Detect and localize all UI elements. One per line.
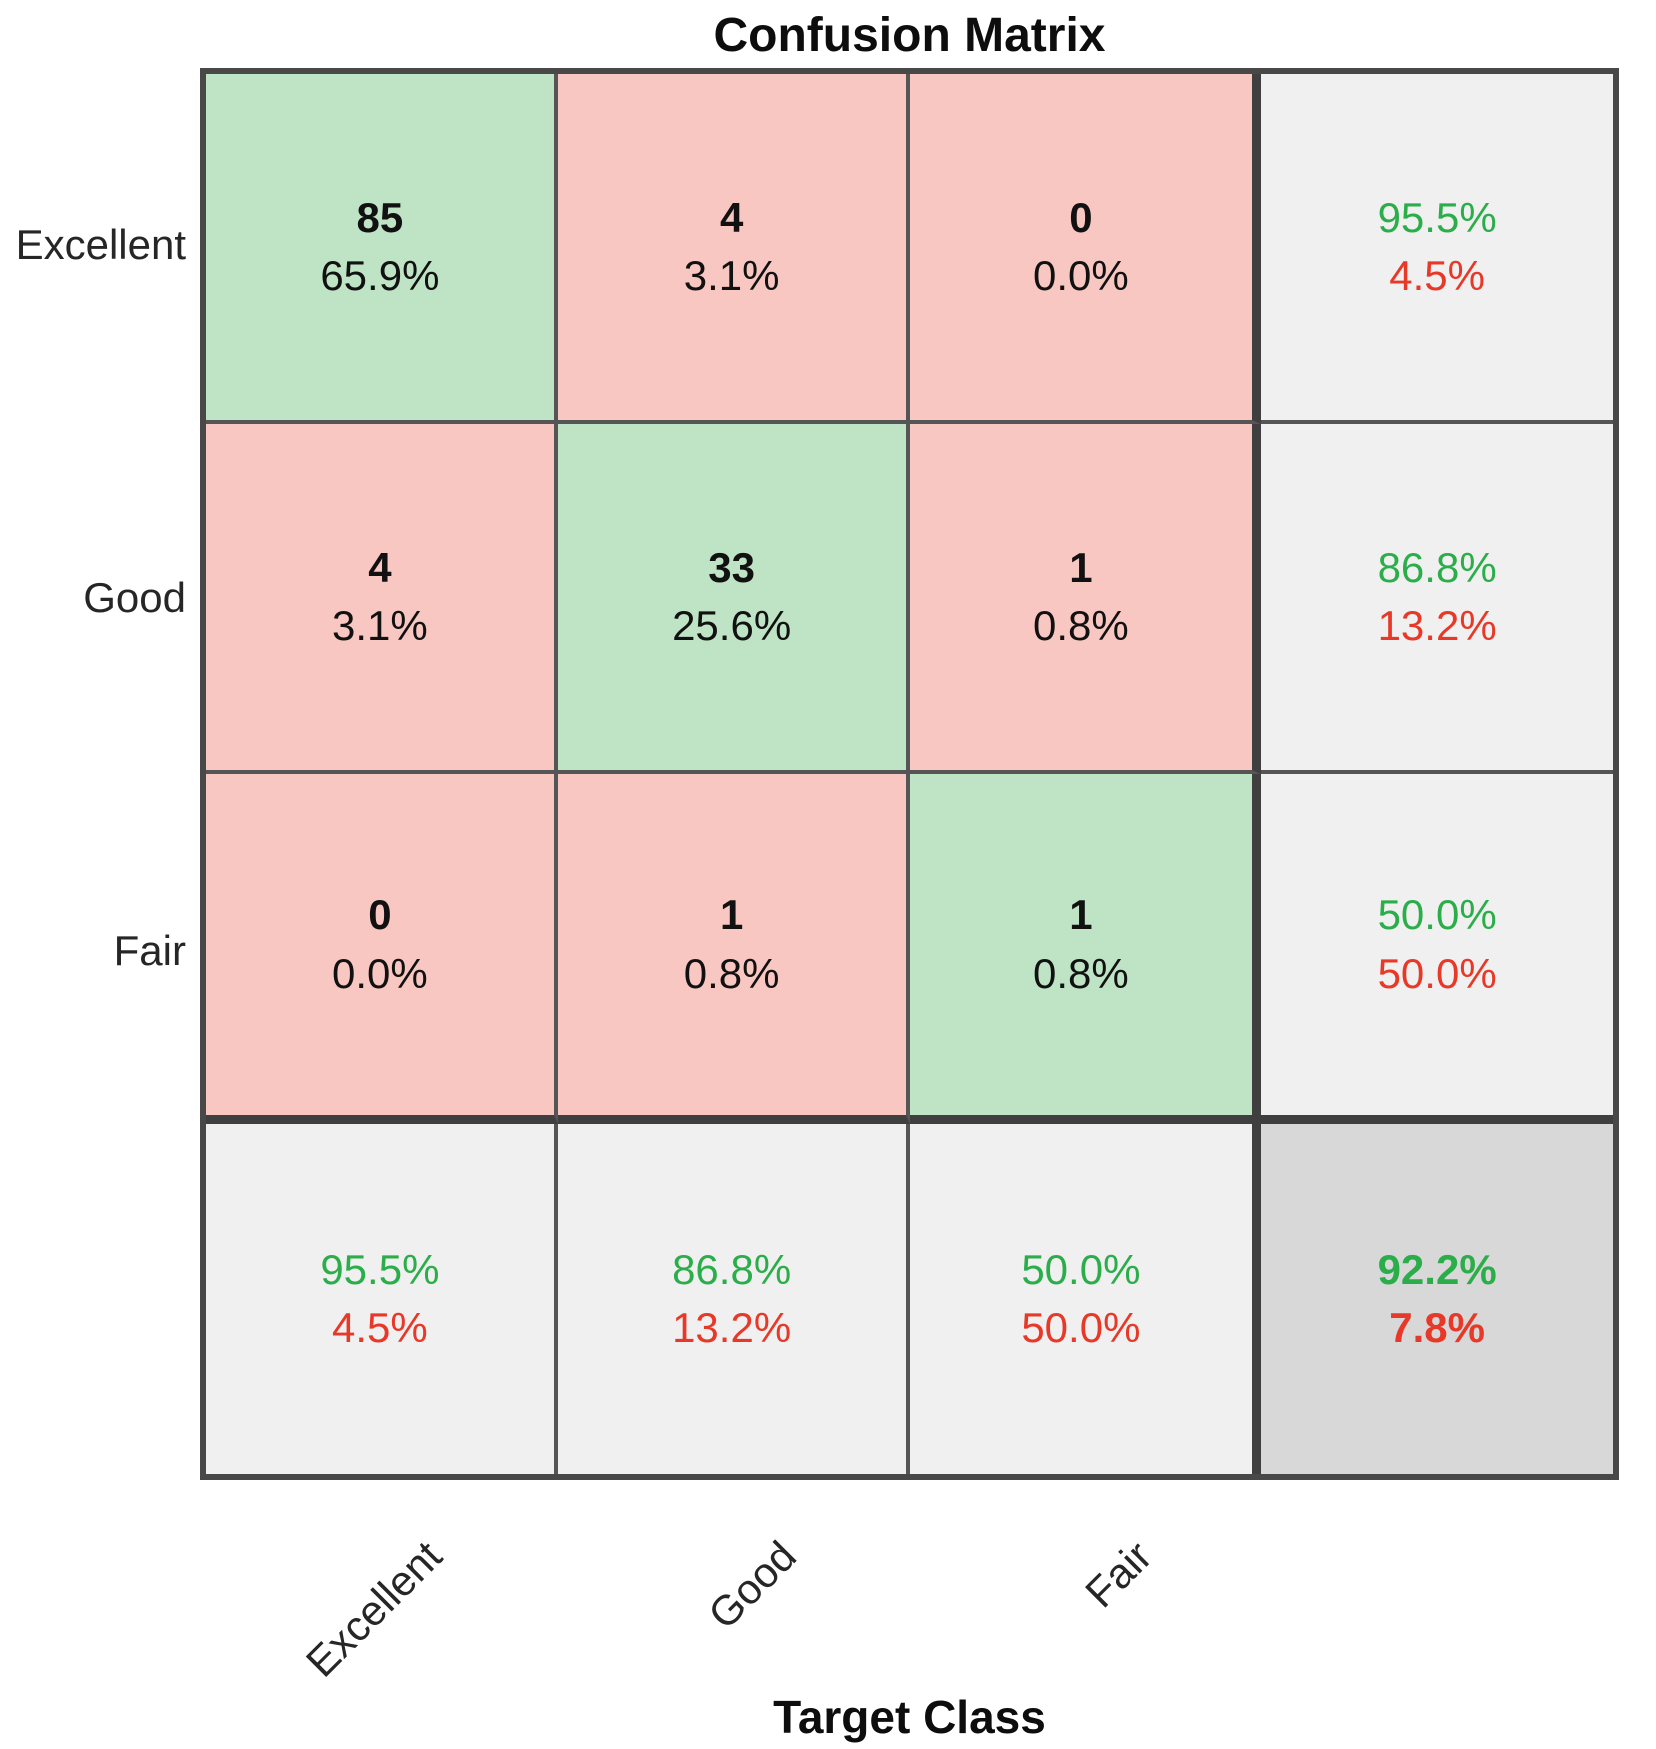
cell-fair-fair: 1 0.8% — [909, 774, 1262, 1124]
cell-fair-good: 1 0.8% — [557, 774, 910, 1124]
cell-error-percent: 7.8% — [1389, 1304, 1485, 1351]
x-tick-good: Good — [699, 1532, 806, 1638]
cell-percent: 3.1% — [332, 602, 428, 649]
cell-good-fair: 1 0.8% — [909, 424, 1262, 774]
x-axis-label: Target Class — [773, 1691, 1046, 1743]
y-tick-fair: Fair — [113, 927, 186, 974]
cell-count: 4 — [368, 543, 392, 591]
cell-good-good: 33 25.6% — [557, 424, 910, 774]
cell-row-summary-excellent: 95.5% 4.5% — [1261, 74, 1613, 424]
cell-percent: 65.9% — [320, 252, 440, 299]
cell-count: 0 — [368, 891, 392, 939]
chart-title: Confusion Matrix — [713, 9, 1106, 62]
cell-count: 1 — [1069, 891, 1093, 939]
x-tick-fair: Fair — [1075, 1532, 1161, 1617]
cell-count: 4 — [719, 193, 744, 241]
cell-incorrect-percent: 4.5% — [1389, 252, 1485, 299]
cell-incorrect-percent: 50.0% — [1021, 1304, 1141, 1351]
cell-correct-percent: 86.8% — [672, 1245, 792, 1293]
cell-count: 0 — [1069, 193, 1093, 241]
cell-excellent-good: 4 3.1% — [557, 74, 910, 424]
cell-excellent-fair: 0 0.0% — [909, 74, 1262, 424]
cell-percent: 25.6% — [672, 602, 792, 649]
cell-row-summary-fair: 50.0% 50.0% — [1261, 774, 1613, 1124]
cell-incorrect-percent: 13.2% — [672, 1304, 792, 1351]
cell-count: 1 — [1069, 543, 1093, 591]
cell-percent: 0.8% — [683, 949, 780, 997]
cell-percent: 3.1% — [683, 252, 780, 299]
cell-correct-percent: 95.5% — [320, 1245, 440, 1293]
cell-col-summary-fair: 50.0% 50.0% — [909, 1124, 1262, 1474]
cell-correct-percent: 50.0% — [1377, 891, 1497, 939]
cell-col-summary-excellent: 95.5% 4.5% — [206, 1124, 558, 1474]
cell-fair-excellent: 0 0.0% — [206, 774, 558, 1124]
cell-incorrect-percent: 13.2% — [1377, 602, 1497, 649]
cell-overall-accuracy: 92.2% 7.8% — [1261, 1124, 1613, 1474]
x-tick-excellent: Excellent — [296, 1532, 451, 1686]
cell-percent: 0.8% — [1033, 949, 1129, 997]
cell-correct-percent: 50.0% — [1021, 1245, 1141, 1293]
cell-accuracy-percent: 92.2% — [1377, 1245, 1497, 1293]
cell-incorrect-percent: 50.0% — [1377, 949, 1497, 997]
cell-incorrect-percent: 4.5% — [332, 1304, 428, 1351]
cell-count: 33 — [708, 543, 755, 591]
cell-correct-percent: 86.8% — [1377, 543, 1497, 591]
cell-percent: 0.0% — [332, 949, 428, 997]
cell-good-excellent: 4 3.1% — [206, 424, 558, 774]
cell-percent: 0.0% — [1033, 252, 1129, 299]
y-tick-excellent: Excellent — [15, 221, 186, 268]
cell-count: 85 — [356, 193, 404, 241]
cell-row-summary-good: 86.8% 13.2% — [1261, 424, 1613, 774]
cell-percent: 0.8% — [1033, 602, 1129, 649]
cell-correct-percent: 95.5% — [1377, 193, 1497, 241]
cell-count: 1 — [719, 891, 744, 939]
cell-excellent-excellent: 85 65.9% — [206, 74, 558, 424]
cell-col-summary-good: 86.8% 13.2% — [557, 1124, 910, 1474]
confusion-matrix-grid: 85 65.9% 4 3.1% 0 0.0% 95.5% 4.5% 4 3.1%… — [200, 68, 1619, 1480]
y-tick-good: Good — [83, 574, 186, 621]
